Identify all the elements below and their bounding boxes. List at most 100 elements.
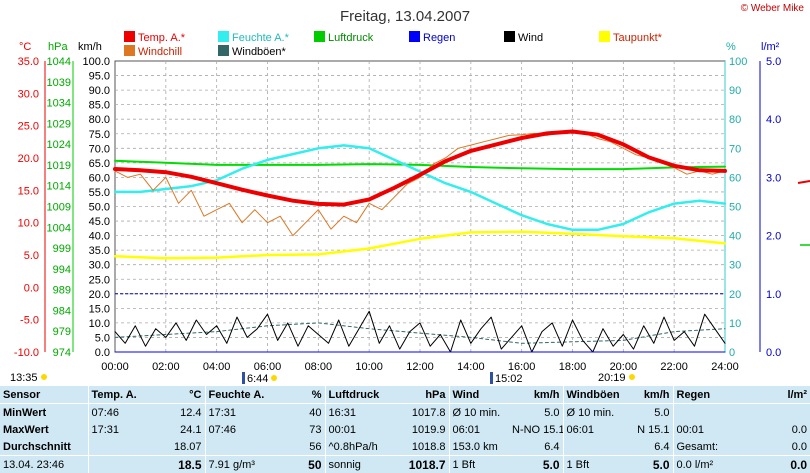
pressure-tick-label: 1004 bbox=[47, 222, 71, 234]
wind-tick-label: 30.0 bbox=[89, 260, 110, 272]
stats-cell: % bbox=[270, 386, 325, 404]
stats-cell: 12.4 bbox=[140, 404, 205, 422]
legend-item: Feuchte A.* bbox=[218, 31, 289, 44]
stats-cell: 5.0 bbox=[623, 404, 673, 422]
legend-label: Wind bbox=[518, 32, 543, 44]
x-tick-label: 02:00 bbox=[152, 361, 180, 373]
stats-cell: km/h bbox=[509, 386, 563, 404]
chart-title: Freitag, 13.04.2007 bbox=[340, 8, 470, 25]
legend-swatch bbox=[218, 31, 229, 42]
pressure-tick-label: 999 bbox=[53, 243, 71, 255]
legend-label: Feuchte A.* bbox=[232, 32, 289, 44]
rain-tick-label: 2.0 bbox=[766, 231, 781, 243]
weather-chart: Freitag, 13.04.2007 °C hPa km/h % l/m² 3… bbox=[0, 0, 810, 386]
wind-tick-label: 40.0 bbox=[89, 231, 110, 243]
wind-tick-label: 20.0 bbox=[89, 289, 110, 301]
stats-cell: 0.0 l/m² bbox=[673, 456, 733, 473]
stats-cell: 1018.7 bbox=[389, 456, 449, 473]
wind-tick-label: 80.0 bbox=[89, 114, 110, 126]
stats-cell: 07:46 bbox=[88, 404, 140, 422]
pressure-tick-label: 1029 bbox=[47, 118, 71, 130]
humidity-tick-label: 30 bbox=[729, 260, 741, 272]
stats-cell: 24.1 bbox=[140, 421, 205, 438]
rain-unit: l/m² bbox=[761, 41, 780, 53]
stats-cell: hPa bbox=[389, 386, 449, 404]
pressure-unit: hPa bbox=[48, 41, 68, 53]
legend-item: Windböen* bbox=[218, 45, 286, 58]
stats-row-label: Sensor bbox=[0, 386, 88, 404]
stats-cell: 00:01 bbox=[325, 421, 389, 438]
stats-row-label: 13.04. 23:46 bbox=[0, 456, 88, 473]
wind-tick-label: 85.0 bbox=[89, 100, 110, 112]
temp-tick-label: 15.0 bbox=[18, 185, 39, 197]
pressure-tick-label: 979 bbox=[53, 326, 71, 338]
stats-cell: 07:46 bbox=[205, 421, 270, 438]
stats-cell: 5.0 bbox=[509, 404, 563, 422]
temp-tick-label: -5.0 bbox=[20, 315, 39, 327]
legend-item: Luftdruck bbox=[314, 31, 373, 44]
x-tick-label: 00:00 bbox=[101, 361, 129, 373]
legend-swatch bbox=[599, 31, 610, 42]
legend-swatch bbox=[409, 31, 420, 42]
stats-cell: km/h bbox=[623, 386, 673, 404]
stats-cell: 18.5 bbox=[140, 456, 205, 473]
x-tick-label: 04:00 bbox=[203, 361, 231, 373]
stats-cell: 153.0 km bbox=[449, 438, 509, 456]
humidity-tick-label: 90 bbox=[729, 85, 741, 97]
wind-tick-label: 5.0 bbox=[95, 332, 110, 344]
temp-tick-label: 35.0 bbox=[18, 56, 39, 68]
stats-cell: 1018.8 bbox=[389, 438, 449, 456]
pressure-tick-label: 989 bbox=[53, 285, 71, 297]
pressure-tick-label: 1009 bbox=[47, 202, 71, 214]
stats-cell: 06:01 bbox=[563, 421, 623, 438]
stats-cell: 56 bbox=[270, 438, 325, 456]
stats-cell: N-NO 15.1 bbox=[509, 421, 563, 438]
rain-tick-label: 0.0 bbox=[766, 347, 781, 359]
stats-row-label: MaxWert bbox=[0, 421, 88, 438]
stats-cell: °C bbox=[140, 386, 205, 404]
copyright: © Weber Mike bbox=[741, 3, 804, 14]
pressure-tick-label: 1024 bbox=[47, 139, 71, 151]
legend-label: Windböen* bbox=[232, 46, 286, 58]
pressure-tick-label: 974 bbox=[53, 347, 71, 359]
stats-cell: sonnig bbox=[325, 456, 389, 473]
x-tick-label: 08:00 bbox=[305, 361, 333, 373]
wind-tick-label: 65.0 bbox=[89, 158, 110, 170]
stats-cell: Ø 10 min. bbox=[449, 404, 509, 422]
temp-tick-label: 5.0 bbox=[24, 250, 39, 262]
moonrise-marker: 13:35 bbox=[10, 372, 47, 384]
stats-cell: Gesamt: bbox=[673, 438, 733, 456]
humidity-unit: % bbox=[726, 41, 736, 53]
humidity-tick-label: 80 bbox=[729, 114, 741, 126]
pressure-tick-label: 1034 bbox=[47, 98, 71, 110]
stats-cell: Windböen bbox=[563, 386, 623, 404]
wind-tick-label: 90.0 bbox=[89, 85, 110, 97]
stats-cell: 0.0 bbox=[733, 456, 810, 473]
legend-item: Windchill bbox=[124, 45, 182, 58]
x-tick-label: 24:00 bbox=[711, 361, 739, 373]
stats-cell bbox=[673, 404, 733, 422]
temp-tick-label: -10.0 bbox=[14, 347, 39, 359]
sunrise-time: 6:44 bbox=[247, 373, 268, 385]
pressure-tick-label: 1044 bbox=[47, 56, 71, 68]
stats-cell: 1017.8 bbox=[389, 404, 449, 422]
temp-tick-label: 0.0 bbox=[24, 282, 39, 294]
wind-tick-label: 75.0 bbox=[89, 129, 110, 141]
stats-cell: Wind bbox=[449, 386, 509, 404]
pressure-tick-label: 994 bbox=[53, 264, 71, 276]
stats-cell bbox=[88, 456, 140, 473]
wind-tick-label: 15.0 bbox=[89, 303, 110, 315]
wind-tick-label: 0.0 bbox=[95, 347, 110, 359]
legend-item: Regen bbox=[409, 31, 455, 44]
stats-cell: ^0.8hPa/h bbox=[325, 438, 389, 456]
stats-cell: N 15.1 bbox=[623, 421, 673, 438]
wind-tick-label: 55.0 bbox=[89, 187, 110, 199]
rain-tick-label: 5.0 bbox=[766, 56, 781, 68]
legend-item: Wind bbox=[504, 31, 543, 44]
wind-tick-label: 50.0 bbox=[89, 202, 110, 214]
stats-cell: 40 bbox=[270, 404, 325, 422]
